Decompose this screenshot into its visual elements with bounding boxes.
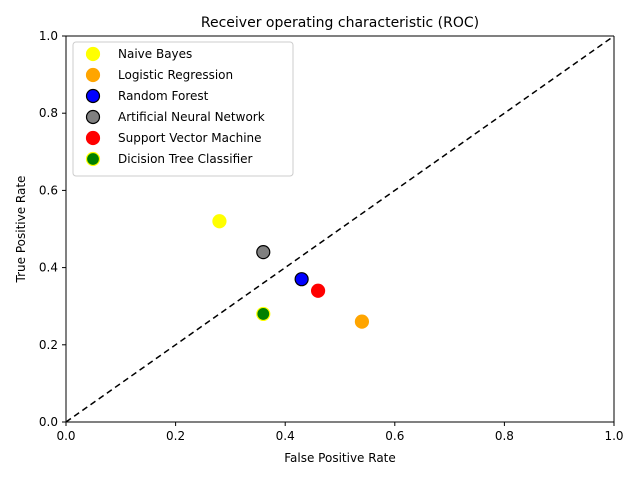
legend-marker bbox=[85, 88, 101, 104]
data-point-naive-bayes bbox=[212, 214, 227, 229]
legend: Naive Bayes Logistic Regression Random For… bbox=[72, 41, 294, 177]
points-layer bbox=[212, 214, 370, 329]
chart-title: Receiver operating characteristic (ROC) bbox=[201, 15, 479, 31]
x-tick-label: 0.2 bbox=[166, 429, 185, 443]
legend-box bbox=[72, 41, 294, 177]
legend-marker bbox=[85, 151, 101, 167]
y-axis-label: True Positive Rate bbox=[14, 176, 28, 284]
legend-label: Dicision Tree Classifier bbox=[118, 152, 253, 166]
legend-marker bbox=[85, 46, 101, 62]
x-tick-label: 0.6 bbox=[385, 429, 404, 443]
y-tick-label: 0.4 bbox=[39, 261, 58, 275]
legend-label: Support Vector Machine bbox=[118, 131, 262, 145]
x-tick-label: 1.0 bbox=[604, 429, 623, 443]
data-point-logistic-regression bbox=[354, 314, 370, 329]
data-point-dicision-tree-classifier bbox=[256, 306, 271, 322]
legend-marker bbox=[85, 67, 101, 83]
legend-marker bbox=[85, 130, 101, 146]
legend-label: Naive Bayes bbox=[118, 47, 192, 61]
y-tick-label: 1.0 bbox=[39, 29, 58, 43]
y-tick-label: 0.2 bbox=[39, 338, 58, 352]
legend-marker bbox=[85, 109, 101, 125]
x-tick-label: 0.0 bbox=[56, 429, 75, 443]
x-tick-label: 0.8 bbox=[495, 429, 514, 443]
legend-label: Artificial Neural Network bbox=[118, 110, 265, 124]
y-tick-label: 0.6 bbox=[39, 183, 58, 197]
legend-label: Random Forest bbox=[118, 89, 209, 103]
diagonal-reference-line bbox=[65, 35, 615, 423]
x-tick-label: 0.4 bbox=[276, 429, 295, 443]
x-axis-label: False Positive Rate bbox=[284, 451, 396, 465]
data-point-random-forest bbox=[294, 272, 309, 287]
data-point-support-vector-machine bbox=[310, 283, 326, 298]
legend-label: Logistic Regression bbox=[118, 68, 233, 82]
y-tick-label: 0.0 bbox=[39, 415, 58, 429]
ticks-layer: 0.0 0.2 0.4 0.6 0.8 1.0 0.0 0.2 0.4 0.6 0.8 1.0 bbox=[39, 29, 624, 443]
y-tick-label: 0.8 bbox=[39, 106, 58, 120]
data-point-artificial-neural-network bbox=[256, 245, 271, 260]
